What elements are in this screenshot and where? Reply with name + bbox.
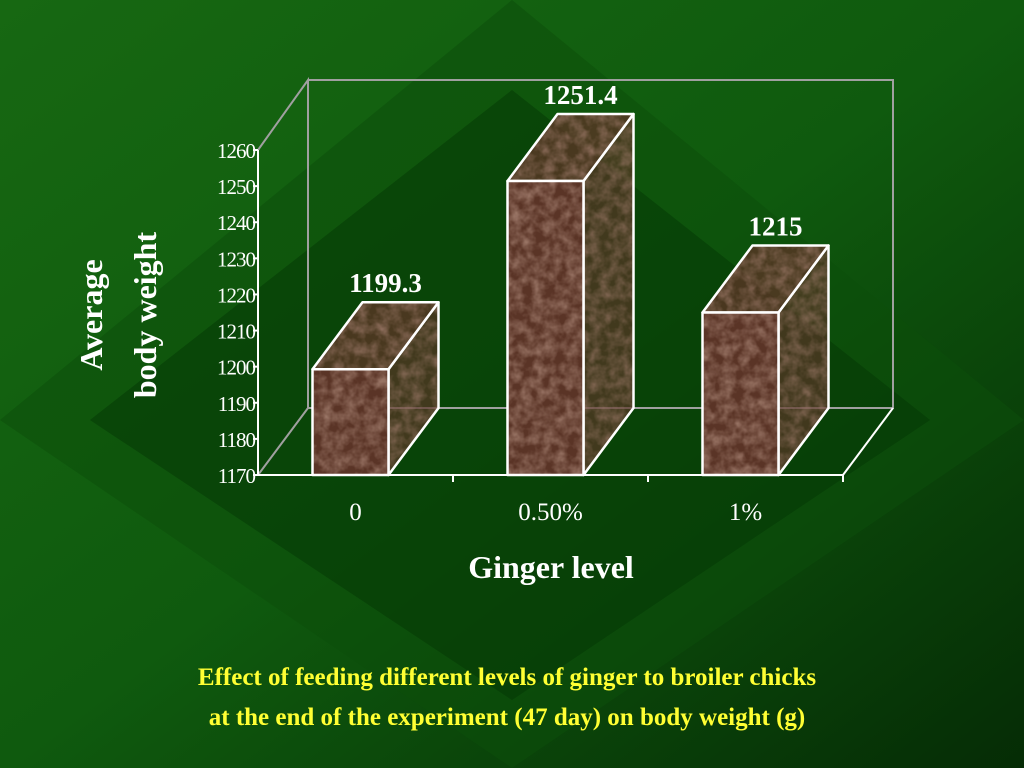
y-tick-label: 1240 xyxy=(217,211,256,235)
y-tick-label: 1200 xyxy=(217,356,256,380)
y-axis-title: body weight xyxy=(127,232,163,399)
bar-top-texture xyxy=(507,114,634,182)
y-tick-label: 1260 xyxy=(217,139,256,163)
bar-texture xyxy=(312,369,389,475)
y-axis-title: Average xyxy=(73,259,109,370)
bar-texture xyxy=(507,181,584,476)
x-tick-label: 0.50% xyxy=(518,499,583,526)
data-label: 1199.3 xyxy=(349,268,422,298)
x-tick-label: 1% xyxy=(729,499,762,526)
y-tick-label: 1180 xyxy=(218,428,256,452)
x-axis-title: Ginger level xyxy=(468,549,634,585)
bar-top-texture xyxy=(312,302,439,370)
y-tick-label: 1210 xyxy=(217,320,256,344)
data-label: 1215 xyxy=(749,212,803,242)
y-tick-label: 1250 xyxy=(217,175,256,199)
y-tick-label: 1170 xyxy=(218,464,256,488)
caption-line-1: Effect of feeding different levels of gi… xyxy=(198,664,816,691)
bar-side-texture xyxy=(388,302,439,475)
y-tick-label: 1220 xyxy=(217,283,256,307)
y-tick-label: 1230 xyxy=(217,247,256,271)
floor-edge xyxy=(842,407,894,476)
caption-line-2: at the end of the experiment (47 day) on… xyxy=(209,704,805,731)
bar-texture xyxy=(702,312,779,475)
bar-side-texture xyxy=(583,114,634,476)
bar-side-texture xyxy=(778,245,829,475)
y-tick-label: 1190 xyxy=(218,392,256,416)
side-wall xyxy=(257,76,309,476)
bar xyxy=(701,311,780,477)
bar xyxy=(506,179,585,477)
data-label: 1251.4 xyxy=(543,80,617,110)
bar-top-texture xyxy=(702,245,829,313)
bar xyxy=(311,367,390,477)
x-tick-label: 0 xyxy=(349,499,362,526)
